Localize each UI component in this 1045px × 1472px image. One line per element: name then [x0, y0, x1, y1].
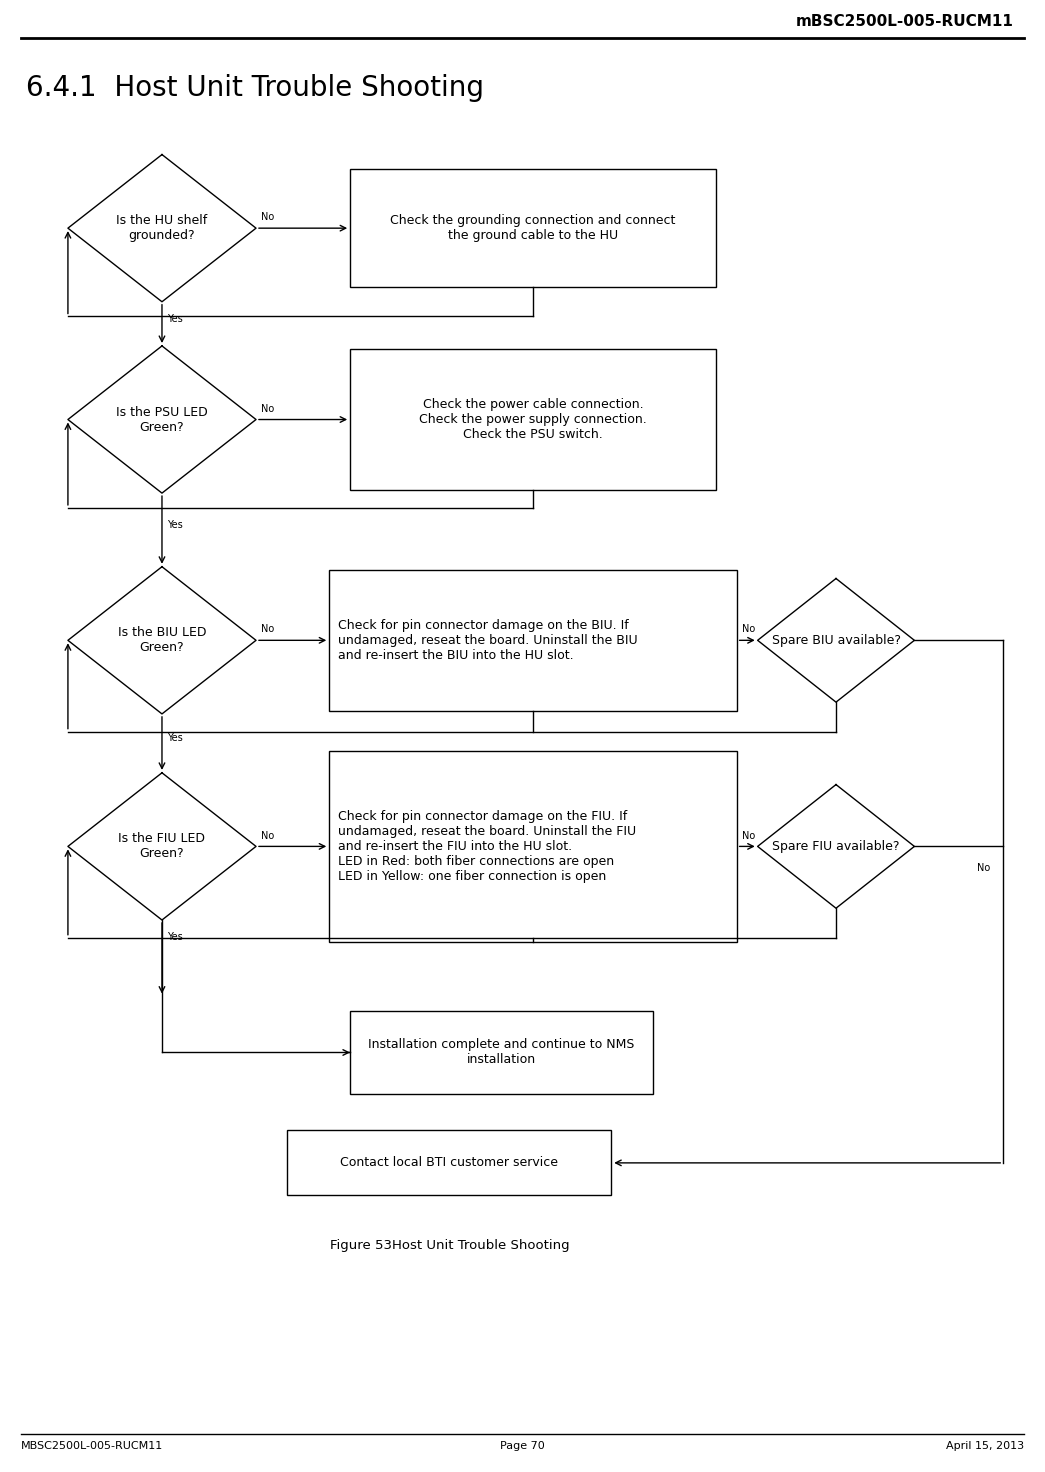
Text: Installation complete and continue to NMS
installation: Installation complete and continue to NM… — [369, 1038, 634, 1067]
Text: Is the FIU LED
Green?: Is the FIU LED Green? — [118, 832, 206, 861]
Text: Spare FIU available?: Spare FIU available? — [772, 841, 900, 852]
Text: Yes: Yes — [167, 520, 183, 530]
Text: Spare BIU available?: Spare BIU available? — [771, 634, 901, 646]
Text: No: No — [261, 212, 275, 222]
Bar — [329, 570, 737, 711]
Bar — [287, 1130, 611, 1195]
Text: No: No — [742, 624, 756, 634]
Bar — [350, 1011, 653, 1094]
Bar — [350, 349, 716, 490]
Text: MBSC2500L-005-RUCM11: MBSC2500L-005-RUCM11 — [21, 1441, 163, 1451]
Text: Is the PSU LED
Green?: Is the PSU LED Green? — [116, 405, 208, 434]
Text: Check for pin connector damage on the BIU. If
undamaged, reseat the board. Unins: Check for pin connector damage on the BI… — [338, 618, 637, 662]
Text: No: No — [977, 863, 991, 873]
Text: No: No — [261, 403, 275, 414]
Bar — [350, 169, 716, 287]
Text: Check the grounding connection and connect
the ground cable to the HU: Check the grounding connection and conne… — [390, 213, 676, 243]
Text: Yes: Yes — [167, 932, 183, 942]
Text: 6.4.1  Host Unit Trouble Shooting: 6.4.1 Host Unit Trouble Shooting — [26, 74, 484, 102]
Text: Check the power cable connection.
Check the power supply connection.
Check the P: Check the power cable connection. Check … — [419, 397, 647, 442]
Text: No: No — [742, 830, 756, 841]
Text: Page 70: Page 70 — [501, 1441, 544, 1451]
Text: April 15, 2013: April 15, 2013 — [946, 1441, 1024, 1451]
Text: Figure 53Host Unit Trouble Shooting: Figure 53Host Unit Trouble Shooting — [329, 1239, 570, 1253]
Text: No: No — [261, 830, 275, 841]
Text: Check for pin connector damage on the FIU. If
undamaged, reseat the board. Unins: Check for pin connector damage on the FI… — [338, 810, 635, 883]
Bar — [329, 751, 737, 942]
Text: No: No — [261, 624, 275, 634]
Text: mBSC2500L-005-RUCM11: mBSC2500L-005-RUCM11 — [796, 15, 1014, 29]
Text: Is the BIU LED
Green?: Is the BIU LED Green? — [118, 626, 206, 655]
Text: Contact local BTI customer service: Contact local BTI customer service — [341, 1157, 558, 1169]
Text: Is the HU shelf
grounded?: Is the HU shelf grounded? — [116, 213, 208, 243]
Text: Yes: Yes — [167, 314, 183, 324]
Text: Yes: Yes — [167, 733, 183, 743]
